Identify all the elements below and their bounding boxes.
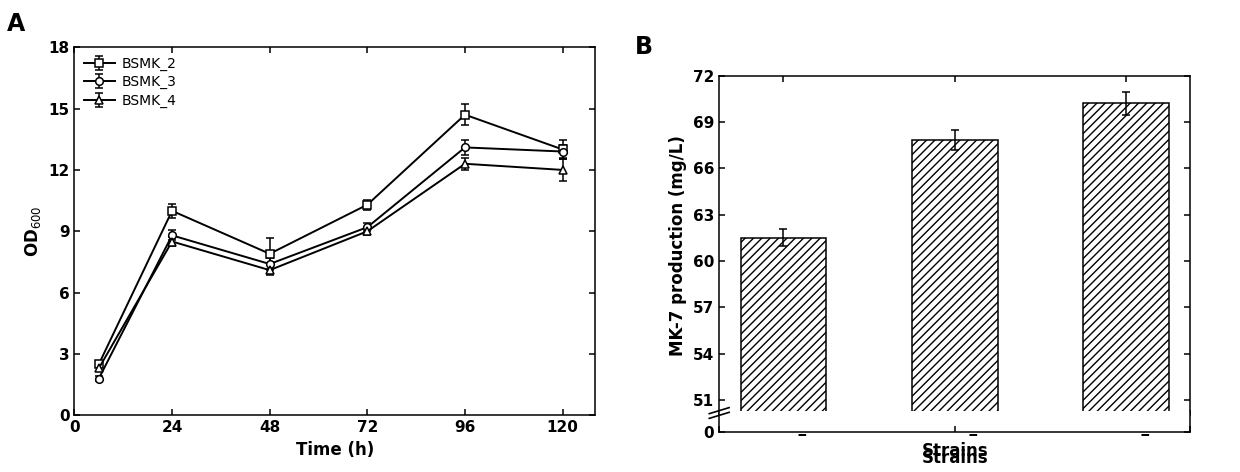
Bar bbox=[911, 140, 998, 472]
Text: Strains: Strains bbox=[921, 449, 988, 467]
X-axis label: Strains: Strains bbox=[921, 442, 988, 460]
Text: B: B bbox=[635, 34, 652, 59]
Y-axis label: MK-7 production (mg/L): MK-7 production (mg/L) bbox=[670, 135, 687, 356]
Bar bbox=[740, 238, 826, 472]
Text: A: A bbox=[6, 12, 25, 36]
Y-axis label: OD$_{600}$: OD$_{600}$ bbox=[22, 205, 42, 257]
X-axis label: Time (h): Time (h) bbox=[295, 441, 374, 459]
Legend: BSMK_2, BSMK_3, BSMK_4: BSMK_2, BSMK_3, BSMK_4 bbox=[82, 54, 180, 110]
Bar bbox=[1084, 103, 1169, 472]
